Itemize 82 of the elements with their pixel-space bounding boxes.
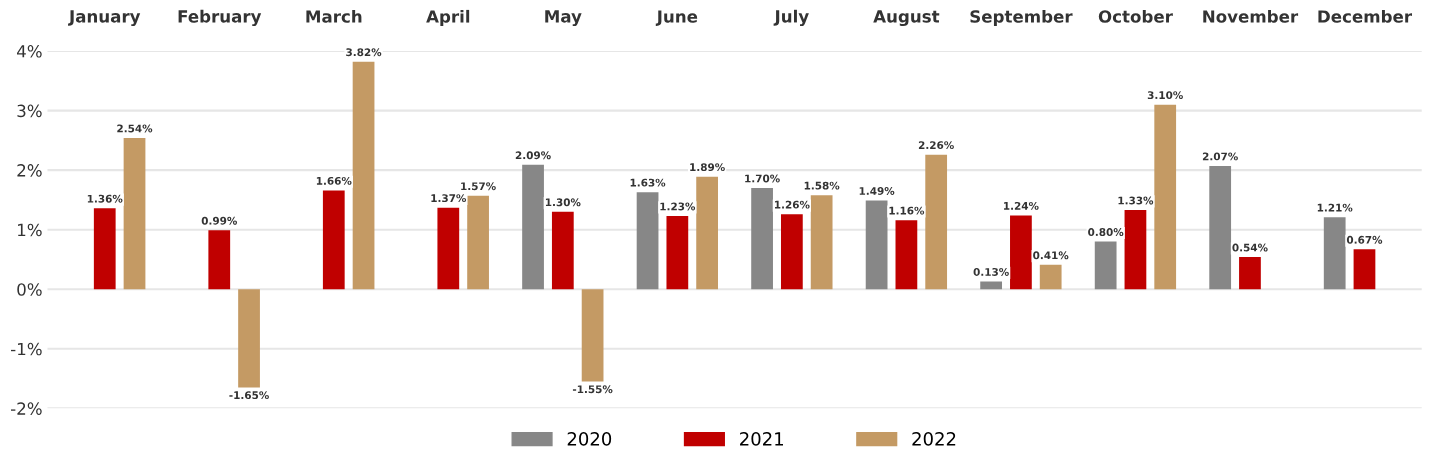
bar [1039, 264, 1062, 290]
bar [123, 137, 146, 290]
data-label: 1.26% [774, 200, 810, 209]
bar [1010, 215, 1032, 290]
x-tick-label: April [426, 9, 470, 27]
x-tick-label: October [1098, 9, 1173, 23]
data-label: 1.57% [461, 182, 496, 191]
bar [1124, 210, 1147, 290]
bar [467, 195, 489, 290]
data-label: 0.80% [1088, 228, 1124, 236]
bar [522, 164, 544, 290]
data-label: 1.70% [745, 174, 780, 183]
data-label: 1.37% [431, 194, 467, 203]
data-label: 0.41% [1033, 251, 1069, 260]
data-label: 1.33% [1118, 196, 1154, 205]
bar [1323, 217, 1346, 290]
x-tick-label: November [1203, 9, 1299, 23]
y-tick-label: -2% [10, 402, 42, 415]
bar [751, 188, 773, 290]
data-label: 1.63% [630, 178, 666, 187]
bar [780, 214, 803, 290]
data-label: -1.55% [572, 385, 613, 394]
bar [352, 61, 375, 290]
bar [581, 289, 604, 382]
legend-label: 2022 [912, 432, 956, 446]
bar [895, 220, 918, 290]
data-label: 0.99% [201, 216, 238, 225]
bar [1239, 257, 1261, 290]
y-tick-label: -1% [10, 342, 42, 356]
data-label: 1.21% [1317, 203, 1353, 212]
x-tick-label: December [1318, 9, 1412, 23]
x-tick-label: July [773, 9, 809, 27]
y-tick-label: 4% [17, 45, 42, 58]
bar [322, 190, 345, 290]
data-label: 0.54% [1232, 243, 1268, 252]
bar [696, 176, 718, 290]
y-tick-label: 2% [17, 164, 42, 177]
bar [551, 211, 574, 290]
data-label: 1.16% [889, 206, 925, 215]
y-tick-label: 0% [17, 283, 42, 296]
data-label: 1.30% [545, 198, 581, 207]
bar [1154, 104, 1177, 290]
x-tick-label: August [873, 10, 940, 27]
bar [1353, 249, 1376, 290]
data-label: 3.82% [346, 48, 382, 57]
data-label: 1.89% [690, 163, 725, 172]
x-tick-label: June [655, 10, 698, 26]
data-label: 1.49% [859, 187, 895, 195]
data-label: -1.65% [229, 391, 269, 400]
bar [925, 154, 948, 290]
data-label: 2.09% [515, 151, 551, 160]
data-label: 1.24% [1004, 201, 1039, 210]
bar [666, 215, 689, 290]
bar [93, 208, 116, 290]
x-tick-label: March [306, 9, 362, 23]
data-label: 2.26% [918, 141, 954, 150]
bar [636, 192, 659, 290]
bar [208, 230, 231, 290]
bar [865, 200, 888, 290]
data-label: 0.13% [973, 268, 1009, 276]
y-tick-label: 3% [17, 104, 42, 118]
data-label: 3.10% [1147, 91, 1183, 100]
x-tick-label: January [68, 10, 141, 27]
x-tick-label: February [178, 9, 262, 27]
data-label: 1.58% [804, 181, 840, 190]
legend-label: 2020 [567, 432, 612, 446]
bar [810, 195, 833, 290]
legend-label: 2021 [740, 432, 783, 446]
bar [1209, 165, 1232, 290]
bar [1094, 241, 1117, 290]
data-label: 1.36% [87, 194, 123, 203]
x-tick-label: September [970, 9, 1073, 27]
data-label: 1.66% [316, 176, 352, 185]
data-label: 2.54% [117, 124, 153, 133]
x-tick-label: May [545, 10, 582, 27]
bar [437, 207, 460, 290]
y-tick-label: 1% [18, 223, 42, 237]
data-label: 2.07% [1202, 152, 1238, 161]
data-label: 0.67% [1346, 235, 1383, 244]
data-label: 1.23% [660, 202, 696, 211]
bar [980, 281, 1003, 290]
bar [238, 289, 260, 388]
